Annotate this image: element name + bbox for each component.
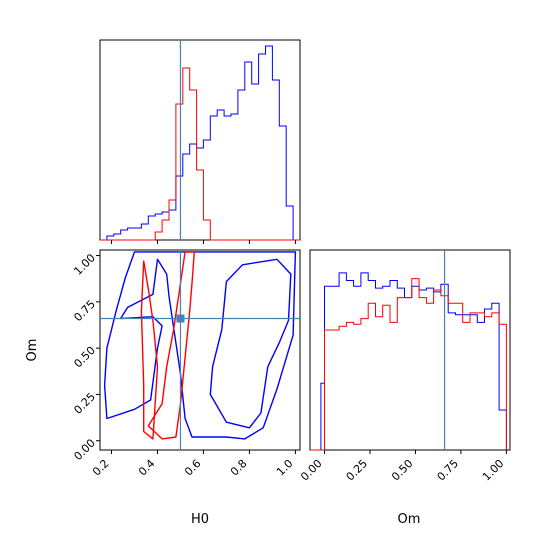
- om-marginal-x-tick-label-3: 0.75: [435, 457, 462, 484]
- h0-marginal-ticks: [110, 240, 296, 244]
- joint-x-tick-label-0: 0.2: [90, 457, 112, 479]
- joint-contour-3: [140, 260, 159, 440]
- joint-contour-2: [147, 251, 196, 440]
- joint-frame: [99, 249, 301, 451]
- h0-histograms: [100, 45, 300, 241]
- h0-hist-series-1: [100, 67, 300, 241]
- h0-marginal-panel: [99, 39, 301, 244]
- joint-x-tick-label-3: 0.8: [228, 457, 250, 479]
- om-marginal-x-tick-label-4: 1.00: [480, 457, 507, 484]
- joint-y-ticks: 0.00 0.25 0.50 0.75 1.00: [71, 251, 100, 463]
- om-marginal-frame: [309, 249, 511, 451]
- h0-marginal-frame: [99, 39, 301, 241]
- joint-x-tick-label-1: 0.4: [136, 457, 158, 479]
- om-histograms: [310, 272, 507, 451]
- joint-x-ticks: 0.2 0.4 0.6 0.8 1.0: [90, 450, 296, 479]
- joint-y-tick-label-3: 0.75: [71, 298, 98, 325]
- joint-truth-lines: [100, 250, 300, 450]
- joint-y-tick-label-4: 1.00: [71, 251, 98, 278]
- joint-contour-1: [209, 258, 292, 429]
- om-marginal-x-tick-label-0: 0.00: [298, 457, 325, 484]
- joint-truth-point: [176, 314, 185, 323]
- joint-y-tick-label-2: 0.50: [71, 344, 98, 371]
- x-axis-label-h0: H0: [191, 512, 209, 527]
- om-hist-series-0: [310, 272, 507, 451]
- om-marginal-ticks: 0.00 0.25 0.50 0.75 1.00: [298, 450, 507, 484]
- om-marginal-x-tick-label-1: 0.25: [344, 457, 371, 484]
- joint-x-tick-label-2: 0.6: [182, 457, 204, 479]
- om-marginal-panel: 0.00 0.25 0.50 0.75 1.00: [298, 249, 511, 484]
- om-marginal-x-tick-label-2: 0.50: [389, 457, 416, 484]
- joint-x-tick-label-4: 1.0: [274, 457, 296, 479]
- joint-panel: 0.2 0.4 0.6 0.8 1.0 0.00 0.25 0.50 0.75 1.00: [71, 249, 301, 479]
- h0-hist-series-0: [100, 45, 300, 241]
- joint-contours: [103, 251, 297, 440]
- y-axis-label-om: Om: [25, 339, 40, 362]
- joint-contour-0: [103, 251, 297, 440]
- joint-y-tick-label-1: 0.25: [71, 390, 98, 417]
- om-hist-series-1: [310, 278, 507, 451]
- joint-y-tick-label-0: 0.00: [71, 436, 98, 463]
- x-axis-label-om: Om: [398, 512, 421, 527]
